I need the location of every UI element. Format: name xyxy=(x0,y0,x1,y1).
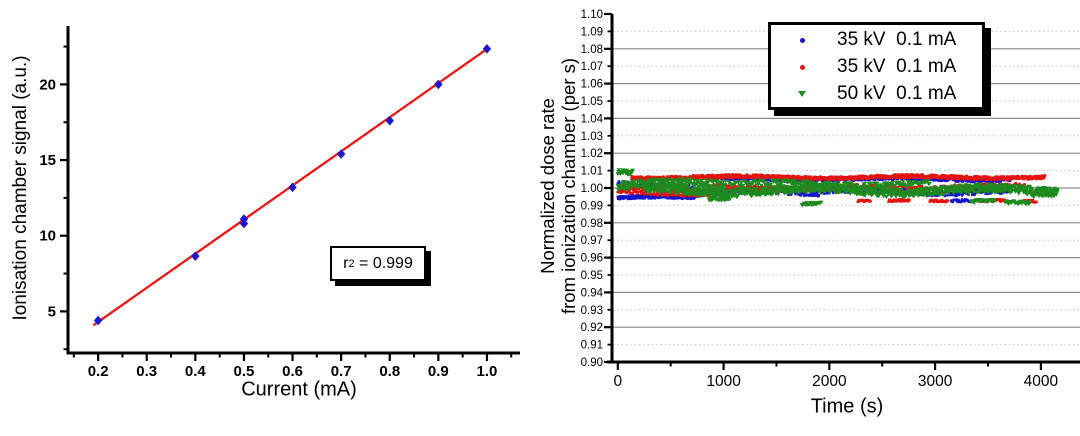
svg-text:0.91: 0.91 xyxy=(581,340,603,352)
red-dot-marker-icon xyxy=(799,64,805,70)
svg-text:0.2: 0.2 xyxy=(88,363,109,380)
svg-text:1.06: 1.06 xyxy=(581,79,603,91)
scatter-series-2 xyxy=(615,168,1060,208)
svg-text:1.08: 1.08 xyxy=(581,44,603,56)
svg-text:0.95: 0.95 xyxy=(581,270,603,282)
svg-text:1.10: 1.10 xyxy=(581,9,603,21)
left-y-axis-label: Ionisation chamber signal (a.u.) xyxy=(10,55,31,321)
svg-text:0.92: 0.92 xyxy=(581,322,603,334)
svg-text:4000: 4000 xyxy=(1024,373,1059,390)
svg-text:0.98: 0.98 xyxy=(581,218,603,230)
green-triangle-marker-icon xyxy=(798,90,806,97)
svg-text:0.9: 0.9 xyxy=(428,363,449,380)
svg-text:0.90: 0.90 xyxy=(581,357,603,369)
svg-text:1.0: 1.0 xyxy=(477,363,498,380)
svg-text:0.8: 0.8 xyxy=(379,363,400,380)
svg-text:1000: 1000 xyxy=(706,373,741,390)
linearity-chart: 0.2 0.3 0.4 0.5 0.6 0.7 0.8 0.9 1.0 5 10 15 20 xyxy=(39,26,520,380)
svg-text:1.07: 1.07 xyxy=(581,61,603,73)
svg-text:0.5: 0.5 xyxy=(234,363,255,380)
legend: 35 kV 0.1 mA 35 kV 0.1 mA 50 kV 0.1 mA xyxy=(768,22,985,110)
legend-label: 50 kV 0.1 mA xyxy=(837,82,957,104)
linearity-data-points xyxy=(93,44,492,326)
svg-text:1.05: 1.05 xyxy=(581,96,603,108)
r-squared-base: r xyxy=(343,254,349,272)
legend-entry-50kv-green: 50 kV 0.1 mA xyxy=(771,80,982,107)
svg-text:1.02: 1.02 xyxy=(581,148,603,160)
svg-text:10: 10 xyxy=(39,228,56,245)
right-y-axis-label-line2: from ionization chamber (per s) xyxy=(558,57,579,315)
svg-text:0: 0 xyxy=(614,373,623,390)
blue-dot-marker-icon xyxy=(799,37,805,43)
svg-text:0.99: 0.99 xyxy=(581,200,603,212)
stability-chart: 0.90 0.91 0.92 0.93 0.94 0.95 0.96 0.97 0.98 0.99… xyxy=(581,9,1080,390)
right-x-axis-label: Time (s) xyxy=(810,395,884,418)
svg-text:0.7: 0.7 xyxy=(331,363,352,380)
svg-text:0.3: 0.3 xyxy=(136,363,157,380)
svg-text:2000: 2000 xyxy=(812,373,847,390)
svg-text:3000: 3000 xyxy=(918,373,953,390)
right-y-axis-label-line1: Normalized dose rate xyxy=(537,98,558,274)
legend-label: 35 kV 0.1 mA xyxy=(837,29,957,51)
svg-text:0.94: 0.94 xyxy=(581,287,604,299)
legend-entry-35kv-blue: 35 kV 0.1 mA xyxy=(771,27,982,54)
svg-text:0.96: 0.96 xyxy=(581,253,603,265)
svg-text:5: 5 xyxy=(48,303,56,320)
svg-text:0.6: 0.6 xyxy=(282,363,303,380)
svg-text:0.97: 0.97 xyxy=(581,235,603,247)
svg-text:1.03: 1.03 xyxy=(581,131,603,143)
svg-text:0.4: 0.4 xyxy=(185,363,207,380)
svg-text:1.04: 1.04 xyxy=(581,113,604,125)
svg-text:1.01: 1.01 xyxy=(581,166,603,178)
svg-text:1.09: 1.09 xyxy=(581,26,603,38)
svg-text:15: 15 xyxy=(39,152,56,169)
legend-label: 35 kV 0.1 mA xyxy=(837,56,957,77)
left-x-axis-label: Current (mA) xyxy=(241,378,357,401)
svg-text:1.00: 1.00 xyxy=(581,183,603,195)
svg-text:0.93: 0.93 xyxy=(581,305,603,317)
legend-entry-35kv-red: 35 kV 0.1 mA xyxy=(771,54,982,81)
r-squared-value: = 0.999 xyxy=(354,254,413,272)
svg-text:20: 20 xyxy=(39,76,56,93)
